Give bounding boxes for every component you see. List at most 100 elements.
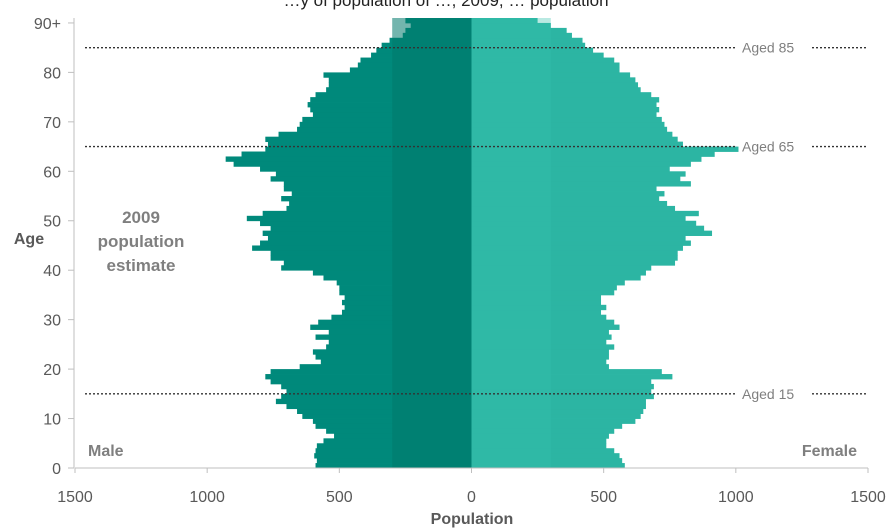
- x-tick-label: 0: [467, 489, 476, 506]
- bar-male-age-19: [270, 369, 472, 375]
- bar-male-age-50: [246, 215, 472, 222]
- male-bars: [225, 18, 472, 469]
- bar-female-age-38: [471, 275, 641, 281]
- bar-male-age-57: [283, 181, 472, 187]
- bar-female-age-53: [471, 200, 668, 207]
- bar-male-age-16: [281, 383, 472, 390]
- bar-female-age-43: [471, 250, 678, 256]
- estimate-label-line-2: population: [98, 232, 185, 251]
- bar-female-age-26: [471, 334, 612, 340]
- bar-female-age-31: [471, 309, 602, 316]
- bar-male-age-62: [225, 156, 472, 162]
- bar-female-age-47: [471, 230, 713, 236]
- bar-male-age-63: [241, 151, 472, 157]
- bar-male-age-59: [275, 171, 472, 177]
- bar-female-age-28: [471, 324, 620, 330]
- bar-female-age-87: [471, 32, 572, 39]
- bar-female-age-4: [471, 443, 607, 449]
- y-tick-label: 10: [43, 412, 61, 429]
- y-tick-label: 80: [43, 65, 61, 82]
- bar-male-age-74: [310, 97, 472, 103]
- bar-female-age-72: [471, 107, 660, 113]
- bar-female-age-27: [471, 329, 609, 335]
- bar-female-age-3: [471, 448, 615, 454]
- bar-female-age-0: [471, 463, 625, 469]
- bar-male-age-28: [310, 324, 472, 330]
- y-tick-label: 20: [43, 362, 61, 379]
- bar-female-age-44: [471, 245, 683, 251]
- bar-female-age-20: [471, 364, 609, 370]
- bar-female-age-37: [471, 280, 625, 286]
- bar-female-age-75: [471, 92, 652, 98]
- bar-female-age-78: [471, 77, 636, 83]
- y-tick-label: 30: [43, 313, 61, 330]
- bar-male-age-60: [260, 166, 472, 172]
- bar-male-age-67: [278, 131, 472, 138]
- bar-male-age-17: [270, 378, 472, 385]
- bar-female-age-1: [471, 458, 623, 464]
- bar-male-age-73: [307, 102, 472, 108]
- bar-female-age-34: [471, 294, 602, 301]
- bar-female-age-63: [471, 151, 715, 157]
- bar-female-age-70: [471, 116, 662, 123]
- bar-female-age-69: [471, 121, 665, 128]
- bar-female-age-61: [471, 161, 691, 167]
- bar-male-age-58: [270, 176, 472, 182]
- bar-female-age-46: [471, 235, 686, 241]
- bar-male-age-10: [302, 413, 472, 419]
- bar-female-age-58: [471, 176, 681, 182]
- reference-lines: Aged 85 Aged 65 Aged 15: [85, 40, 866, 402]
- bar-female-age-9: [471, 418, 636, 424]
- bar-male-age-69: [299, 121, 472, 128]
- bar-female-age-13: [471, 398, 646, 405]
- bar-female-age-40: [471, 265, 652, 271]
- bar-male-age-42: [270, 255, 472, 261]
- bar-female-age-30: [471, 314, 607, 321]
- female-inner-band: [471, 18, 551, 468]
- bar-male-age-43: [270, 250, 472, 256]
- bar-female-age-10: [471, 413, 641, 419]
- bar-female-age-52: [471, 205, 676, 212]
- bar-female-age-86: [471, 37, 583, 44]
- bar-female-age-42: [471, 255, 678, 261]
- bar-female-age-89: [471, 22, 551, 29]
- y-axis: 0 10 20 30 40 50 60 70 80 90+: [34, 16, 75, 478]
- chart-title: …y of population of …, 2009, … populatio…: [283, 0, 608, 10]
- x-axis-title: Population: [431, 511, 514, 528]
- bar-female-age-41: [471, 260, 676, 266]
- bar-male-age-41: [283, 260, 472, 266]
- x-tick-label: 1000: [718, 489, 754, 506]
- x-tick-label: 1500: [57, 489, 93, 506]
- female-bars: [471, 18, 739, 469]
- bar-female-age-84: [471, 47, 594, 54]
- bar-male-age-64: [265, 146, 472, 152]
- bar-female-age-76: [471, 87, 641, 93]
- bar-male-age-49: [260, 220, 472, 227]
- bar-female-age-21: [471, 359, 607, 365]
- bar-female-age-7: [471, 428, 615, 434]
- bar-female-age-23: [471, 349, 609, 355]
- bar-female-age-48: [471, 225, 705, 232]
- x-tick-label: 1000: [189, 489, 225, 506]
- bar-female-age-57: [471, 181, 691, 187]
- bar-female-age-81: [471, 62, 620, 68]
- male-inner-band: [392, 18, 472, 468]
- bar-female-age-15: [471, 388, 652, 395]
- bar-male-age-56: [283, 186, 472, 192]
- bar-female-age-8: [471, 423, 623, 429]
- bar-male-age-12: [286, 403, 472, 410]
- y-tick-label: 60: [43, 164, 61, 181]
- bar-male-age-55: [291, 191, 472, 197]
- bar-female-age-33: [471, 299, 602, 306]
- estimate-label-line-1: 2009: [122, 208, 160, 227]
- bar-female-age-71: [471, 111, 657, 118]
- bar-female-age-5: [471, 438, 607, 444]
- bar-female-age-22: [471, 354, 609, 360]
- y-tick-label: 40: [43, 263, 61, 280]
- bar-male-age-54: [281, 196, 472, 202]
- bar-female-age-18: [471, 374, 673, 380]
- ref-label-age-85: Aged 85: [742, 40, 794, 56]
- bar-female-age-60: [471, 166, 670, 172]
- bar-female-age-25: [471, 339, 607, 345]
